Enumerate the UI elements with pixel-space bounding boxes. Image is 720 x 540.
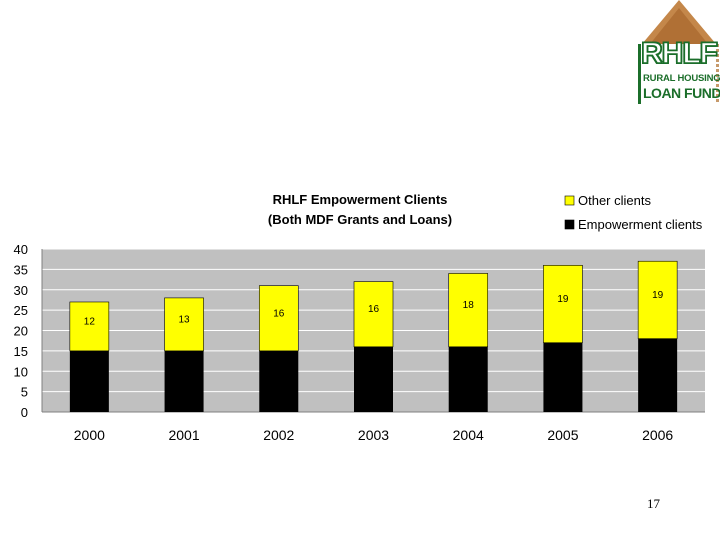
- y-tick-label: 35: [14, 262, 28, 277]
- data-label: 19: [652, 290, 664, 301]
- bar-empowerment-clients: [354, 346, 393, 412]
- bar-other-clients: [353, 281, 394, 348]
- plot-area: 0 5 10 15 20 25 30 35 40 12 2000 13 2001 16 2002 16 2003…: [14, 242, 705, 443]
- bar-empowerment-clients: [164, 350, 204, 412]
- data-label: 16: [368, 304, 380, 315]
- y-tick-label: 25: [14, 303, 28, 318]
- bar-other-clients: [448, 273, 489, 348]
- bar-empowerment-clients: [69, 350, 109, 412]
- y-tick-label: 5: [21, 385, 28, 400]
- y-tick-label: 30: [14, 283, 28, 298]
- x-tick-label: 2000: [74, 427, 105, 443]
- data-label: 19: [557, 294, 569, 305]
- x-tick-label: 2005: [547, 427, 578, 443]
- rhlf-logo: RHLF RURAL HOUSING LOAN FUND: [638, 0, 720, 108]
- legend-label: Empowerment clients: [578, 217, 703, 232]
- y-tick-label: 20: [14, 324, 28, 339]
- chart-subtitle: (Both MDF Grants and Loans): [268, 212, 452, 227]
- data-label: 18: [463, 300, 475, 311]
- legend-swatch: [564, 219, 575, 230]
- legend-swatch: [564, 195, 575, 206]
- logo-title: RHLF: [640, 37, 718, 71]
- logo-left-wall: [638, 44, 641, 104]
- logo-subtitle-line1: RURAL HOUSING: [643, 73, 720, 84]
- bar-other-clients: [258, 285, 299, 352]
- page-number: 17: [647, 496, 660, 511]
- logo-subtitle-line2: LOAN FUND: [643, 85, 720, 101]
- chart-title: RHLF Empowerment Clients: [273, 192, 448, 207]
- y-tick-label: 15: [14, 344, 28, 359]
- data-label: 13: [179, 314, 191, 325]
- chart-legend: Other clients Empowerment clients: [564, 193, 703, 232]
- bar-other-clients: [69, 301, 110, 352]
- x-tick-label: 2002: [263, 427, 294, 443]
- logo-right-wall: [716, 44, 719, 104]
- bar-empowerment-clients: [259, 350, 299, 412]
- y-tick-label: 0: [21, 405, 28, 420]
- bar-other-clients: [543, 264, 583, 344]
- y-tick-label: 10: [14, 364, 28, 379]
- legend-label: Other clients: [578, 193, 651, 208]
- y-tick-label: 40: [14, 242, 28, 257]
- house-roof-icon: [642, 0, 716, 44]
- bar-empowerment-clients: [638, 338, 678, 412]
- x-tick-label: 2003: [358, 427, 389, 443]
- x-tick-label: 2004: [453, 427, 484, 443]
- bar-other-clients: [164, 297, 204, 352]
- data-label: 16: [273, 308, 285, 319]
- bar-other-clients: [637, 260, 678, 339]
- data-label: 12: [84, 316, 96, 327]
- bar-empowerment-clients: [543, 342, 583, 412]
- bar-empowerment-clients: [448, 346, 488, 412]
- x-tick-label: 2006: [642, 427, 673, 443]
- x-tick-label: 2001: [168, 427, 199, 443]
